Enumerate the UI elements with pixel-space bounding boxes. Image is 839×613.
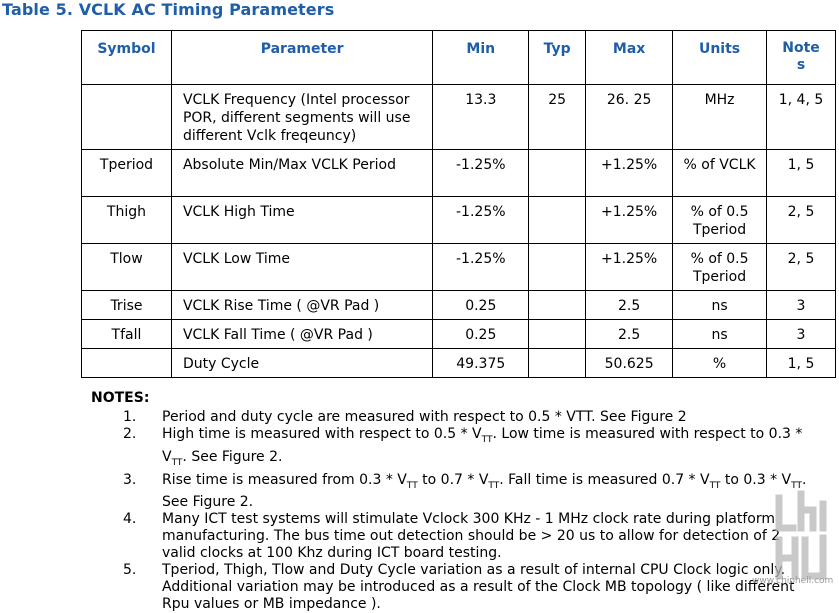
header-units: Units: [672, 30, 767, 85]
cell-units: ns: [672, 290, 767, 320]
table-row: Tlow VCLK Low Time -1.25% +1.25% % of 0.…: [81, 243, 836, 291]
cell-typ: [528, 149, 587, 197]
cell-parameter: Duty Cycle: [170, 348, 434, 378]
table-row: Tfall VCLK Fall Time ( @VR Pad ) 0.25 2.…: [81, 319, 836, 349]
cell-max: 2.5: [585, 319, 674, 349]
table-row: Duty Cycle 49.375 50.625 % 1, 5: [81, 348, 836, 378]
cell-min: 0.25: [432, 319, 530, 349]
cell-typ: [528, 290, 587, 320]
note-text: Period and duty cycle are measured with …: [162, 409, 687, 425]
cell-max: +1.25%: [585, 243, 674, 291]
note-item: 2. High time is measured with respect to…: [91, 426, 811, 472]
cell-units: % of 0.5 Tperiod: [672, 243, 767, 291]
cell-notes: 1, 4, 5: [766, 84, 836, 150]
note-item: 1. Period and duty cycle are measured wi…: [91, 409, 811, 426]
cell-max: 26. 25: [585, 84, 674, 150]
cell-typ: [528, 319, 587, 349]
table-row: Trise VCLK Rise Time ( @VR Pad ) 0.25 2.…: [81, 290, 836, 320]
table-row: Thigh VCLK High Time -1.25% +1.25% % of …: [81, 196, 836, 244]
cell-max: +1.25%: [585, 149, 674, 197]
cell-parameter: VCLK Fall Time ( @VR Pad ): [170, 319, 434, 349]
chiphell-logo-watermark: [775, 490, 827, 580]
cell-symbol: [81, 84, 172, 150]
header-parameter: Parameter: [170, 30, 434, 85]
note-number: 2.: [123, 426, 137, 442]
cell-typ: [528, 196, 587, 244]
cell-notes: 1, 5: [766, 348, 836, 378]
cell-symbol: Trise: [81, 290, 172, 320]
note-text: High time is measured with respect to 0.…: [162, 426, 803, 468]
note-item: 5. Tperiod, Thigh, Tlow and Duty Cycle v…: [91, 562, 811, 613]
cell-symbol: Thigh: [81, 196, 172, 244]
cell-units: MHz: [672, 84, 767, 150]
note-text: Rise time is measured from 0.3 * VTT to …: [162, 471, 807, 511]
cell-units: % of VCLK: [672, 149, 767, 197]
cell-symbol: [81, 348, 172, 378]
table-row: VCLK Frequency (Intel processor POR, dif…: [81, 84, 836, 150]
cell-min: -1.25%: [432, 196, 530, 244]
header-symbol: Symbol: [81, 30, 172, 85]
note-number: 3.: [123, 471, 137, 488]
note-number: 1.: [123, 409, 137, 425]
notes-section: NOTES: 1. Period and duty cycle are meas…: [91, 390, 811, 613]
cell-notes: 2, 5: [766, 196, 836, 244]
cell-min: 13.3: [432, 84, 530, 150]
cell-symbol: Tlow: [81, 243, 172, 291]
cell-parameter: VCLK Frequency (Intel processor POR, dif…: [170, 84, 434, 150]
cell-min: -1.25%: [432, 149, 530, 197]
cell-symbol: Tperiod: [81, 149, 172, 197]
cell-min: 49.375: [432, 348, 530, 378]
notes-title: NOTES:: [91, 390, 150, 406]
table-row: Tperiod Absolute Min/Max VCLK Period -1.…: [81, 149, 836, 197]
cell-symbol: Tfall: [81, 319, 172, 349]
header-max: Max: [585, 30, 674, 85]
header-typ: Typ: [528, 30, 587, 85]
cell-parameter: VCLK Low Time: [170, 243, 434, 291]
note-number: 4.: [123, 511, 137, 528]
cell-min: -1.25%: [432, 243, 530, 291]
cell-typ: [528, 243, 587, 291]
table-header-row: Symbol Parameter Min Typ Max Units Note s: [81, 30, 836, 85]
cell-typ: 25: [528, 84, 587, 150]
cell-parameter: Absolute Min/Max VCLK Period: [170, 149, 434, 197]
cell-max: 50.625: [585, 348, 674, 378]
cell-typ: [528, 348, 587, 378]
watermark-url: www.chiphell.com: [752, 576, 834, 586]
cell-notes: 3: [766, 290, 836, 320]
note-item: 3. Rise time is measured from 0.3 * VTT …: [91, 472, 811, 512]
cell-max: +1.25%: [585, 196, 674, 244]
note-number: 5.: [123, 562, 137, 579]
note-text: Many ICT test systems will stimulate Vcl…: [162, 511, 781, 562]
cell-min: 0.25: [432, 290, 530, 320]
cell-units: ns: [672, 319, 767, 349]
cell-notes: 2, 5: [766, 243, 836, 291]
table-title: Table 5. VCLK AC Timing Parameters: [2, 0, 335, 19]
cell-notes: 3: [766, 319, 836, 349]
cell-parameter: VCLK Rise Time ( @VR Pad ): [170, 290, 434, 320]
note-item: 4. Many ICT test systems will stimulate …: [91, 511, 811, 562]
cell-notes: 1, 5: [766, 149, 836, 197]
cell-units: % of 0.5 Tperiod: [672, 196, 767, 244]
cell-units: %: [672, 348, 767, 378]
timing-table: Symbol Parameter Min Typ Max Units Note s…: [81, 30, 836, 378]
cell-max: 2.5: [585, 290, 674, 320]
cell-parameter: VCLK High Time: [170, 196, 434, 244]
note-text: Tperiod, Thigh, Tlow and Duty Cycle vari…: [162, 562, 795, 613]
header-notes: Note s: [766, 30, 836, 85]
header-min: Min: [432, 30, 530, 85]
